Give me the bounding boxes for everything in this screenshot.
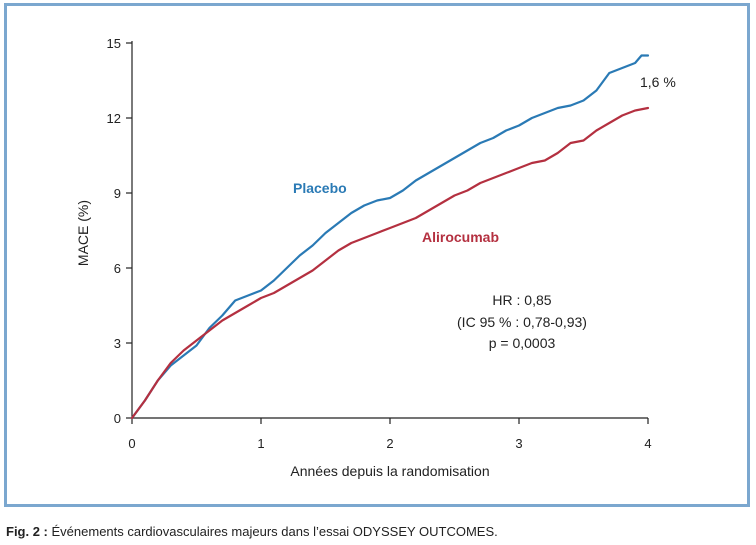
x-tick-label-3: 3 [515, 436, 522, 451]
series-group [130, 54, 650, 420]
x-ticks: 0 1 2 3 4 [128, 418, 652, 451]
y-tick-label-12: 12 [107, 111, 121, 126]
y-tick-label-6: 6 [114, 261, 121, 276]
series-line-placebo [130, 54, 650, 420]
x-tick-label-0: 0 [128, 436, 135, 451]
series-label-placebo: Placebo [293, 180, 347, 196]
hr-label: HR : 0,85 [492, 292, 551, 308]
y-tick-label-3: 3 [114, 336, 121, 351]
x-tick-label-4: 4 [644, 436, 651, 451]
series-line-alirocumab [130, 106, 650, 420]
difference-label: 1,6 % [640, 74, 676, 90]
figure-caption: Fig. 2 : Événements cardiovasculaires ma… [6, 524, 498, 539]
series-label-alirocumab: Alirocumab [422, 229, 499, 245]
axes [131, 41, 648, 419]
x-tick-label-2: 2 [386, 436, 393, 451]
y-tick-label-0: 0 [114, 411, 121, 426]
y-tick-label-9: 9 [114, 186, 121, 201]
y-axis-title: MACE (%) [75, 200, 91, 266]
y-tick-label-15: 15 [107, 36, 121, 51]
caption-text: Événements cardiovasculaires majeurs dan… [47, 524, 498, 539]
ci-label: (IC 95 % : 0,78-0,93) [457, 314, 587, 330]
caption-prefix: Fig. 2 : [6, 524, 48, 539]
y-ticks: 0 3 6 9 12 15 [107, 36, 132, 426]
figure-frame [4, 3, 750, 507]
x-axis-title: Années depuis la randomisation [290, 463, 489, 479]
p-value-label: p = 0,0003 [489, 335, 556, 351]
x-tick-label-1: 1 [257, 436, 264, 451]
